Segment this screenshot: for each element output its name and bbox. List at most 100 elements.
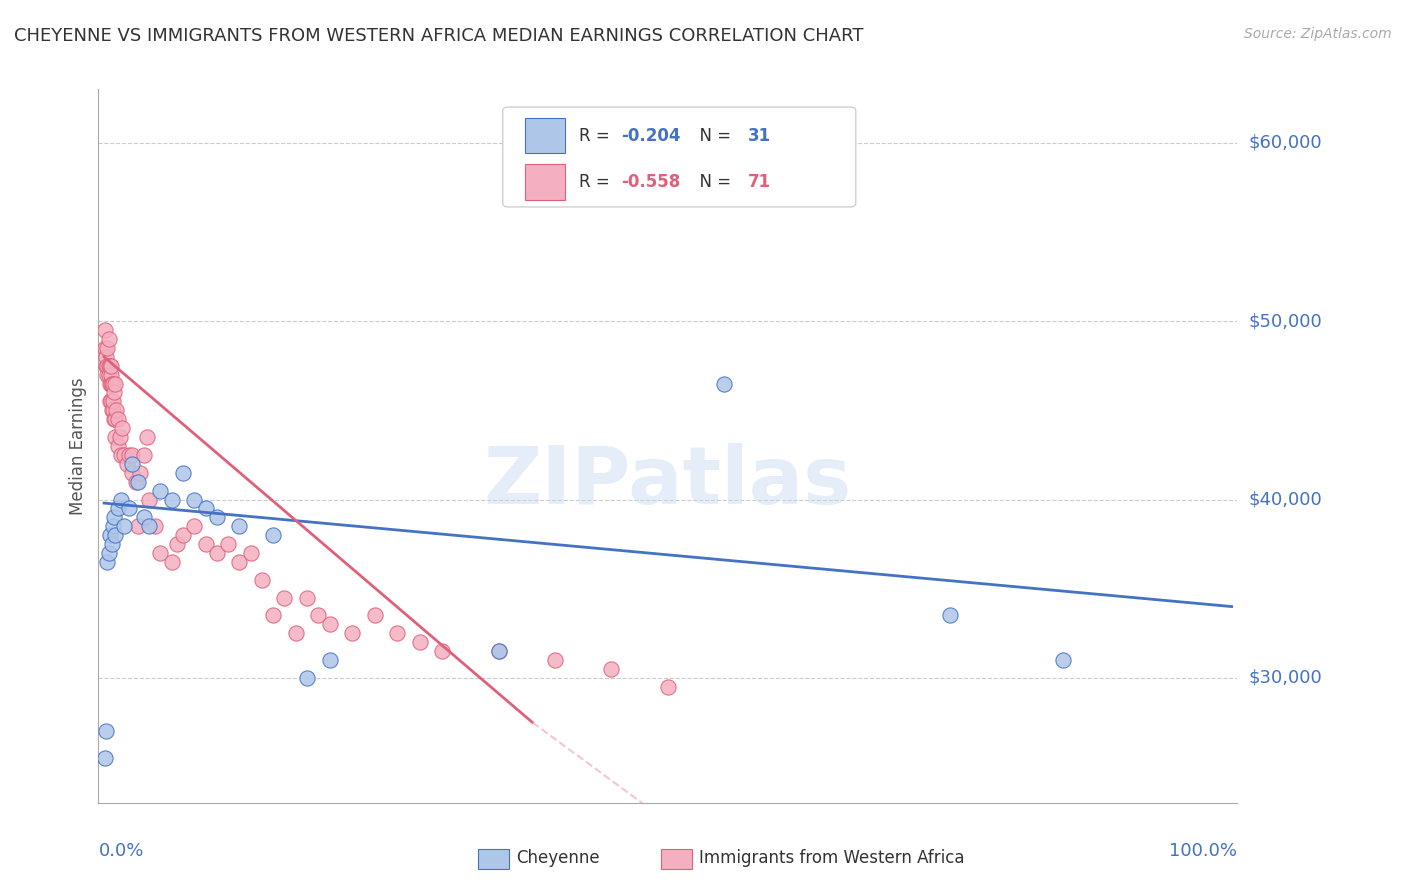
Text: R =: R = [579, 173, 614, 191]
Point [110, 492, 132, 507]
Point [98, 359, 121, 373]
Point [96, 724, 118, 739]
Point [100, 394, 122, 409]
Point [1052, 653, 1074, 667]
Point [262, 528, 284, 542]
Point [104, 528, 127, 542]
Point [409, 635, 432, 649]
Text: 31: 31 [748, 127, 770, 145]
Point [149, 483, 172, 498]
Point [121, 457, 143, 471]
Point [100, 368, 122, 382]
Point [96, 368, 118, 382]
Text: N =: N = [689, 127, 737, 145]
Text: Source: ZipAtlas.com: Source: ZipAtlas.com [1244, 27, 1392, 41]
Text: 0.0%: 0.0% [98, 842, 143, 860]
Point [262, 608, 284, 623]
Point [107, 412, 129, 426]
Point [101, 394, 124, 409]
Point [97, 359, 120, 373]
Point [284, 626, 307, 640]
Point [112, 448, 135, 462]
Point [273, 591, 295, 605]
Point [127, 519, 149, 533]
Text: $40,000: $40,000 [1249, 491, 1322, 508]
Point [111, 421, 134, 435]
Point [387, 626, 409, 640]
Point [104, 430, 127, 444]
Point [124, 475, 146, 489]
Point [132, 448, 155, 462]
Text: ZIPatlas: ZIPatlas [484, 442, 852, 521]
Point [101, 376, 124, 391]
Point [205, 510, 228, 524]
Point [138, 492, 160, 507]
Point [205, 546, 228, 560]
Point [118, 501, 141, 516]
Point [295, 671, 318, 685]
Point [98, 394, 121, 409]
Text: N =: N = [689, 173, 737, 191]
Point [166, 537, 188, 551]
Point [135, 430, 157, 444]
Point [97, 368, 120, 382]
Point [172, 528, 194, 542]
FancyBboxPatch shape [526, 164, 565, 200]
Point [110, 448, 132, 462]
Point [183, 492, 205, 507]
Point [96, 359, 118, 373]
Text: -0.204: -0.204 [621, 127, 681, 145]
Text: CHEYENNE VS IMMIGRANTS FROM WESTERN AFRICA MEDIAN EARNINGS CORRELATION CHART: CHEYENNE VS IMMIGRANTS FROM WESTERN AFRI… [14, 27, 863, 45]
Point [307, 608, 329, 623]
Point [160, 555, 183, 569]
Point [132, 510, 155, 524]
Point [96, 555, 118, 569]
Point [127, 475, 149, 489]
Point [104, 376, 127, 391]
Point [96, 359, 118, 373]
Text: $60,000: $60,000 [1249, 134, 1322, 152]
Point [118, 448, 141, 462]
Point [194, 501, 217, 516]
Point [94, 323, 117, 337]
Point [318, 617, 340, 632]
Text: 71: 71 [748, 173, 770, 191]
Point [239, 546, 262, 560]
Point [121, 448, 143, 462]
Text: Immigrants from Western Africa: Immigrants from Western Africa [699, 849, 965, 867]
FancyBboxPatch shape [503, 107, 856, 207]
Point [98, 528, 121, 542]
Point [103, 510, 125, 524]
Point [488, 644, 510, 658]
Point [217, 537, 239, 551]
Point [149, 546, 172, 560]
Y-axis label: Median Earnings: Median Earnings [69, 377, 87, 515]
Point [138, 519, 160, 533]
Point [103, 412, 125, 426]
Point [101, 537, 124, 551]
Point [363, 608, 385, 623]
Point [101, 376, 124, 391]
Point [544, 653, 567, 667]
Point [97, 332, 120, 346]
Point [713, 376, 735, 391]
Text: $30,000: $30,000 [1249, 669, 1322, 687]
Point [295, 591, 318, 605]
Point [600, 662, 623, 676]
Point [94, 751, 117, 765]
Point [94, 341, 117, 355]
Point [938, 608, 960, 623]
Point [318, 653, 340, 667]
Point [129, 466, 152, 480]
Point [100, 376, 122, 391]
Point [98, 376, 121, 391]
Point [101, 403, 124, 417]
Text: 100.0%: 100.0% [1170, 842, 1237, 860]
Point [183, 519, 205, 533]
Point [228, 519, 250, 533]
Point [101, 519, 124, 533]
Point [105, 403, 128, 417]
Point [657, 680, 679, 694]
Point [96, 350, 118, 364]
Point [340, 626, 363, 640]
